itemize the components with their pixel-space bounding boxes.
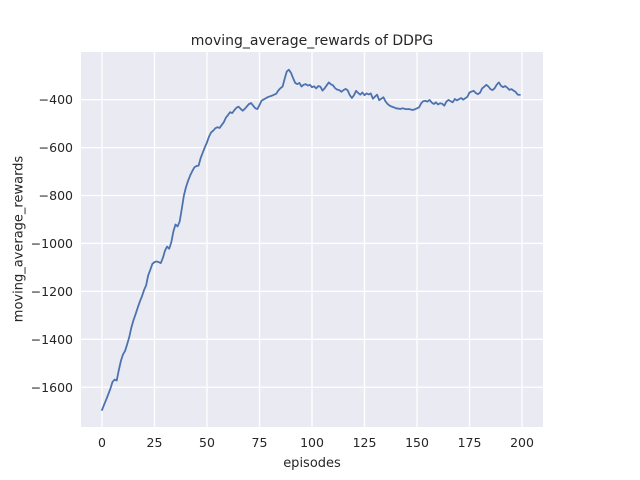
x-tick-label: 200	[510, 435, 534, 450]
x-tick-label: 175	[457, 435, 482, 450]
y-tick-label: −800	[38, 188, 73, 204]
y-tick-label: −1000	[30, 235, 73, 251]
x-tick-label: 125	[352, 435, 377, 450]
x-tick-label: 100	[300, 435, 324, 450]
x-axis-label: episodes	[283, 456, 341, 471]
x-tick-label: 25	[146, 435, 163, 450]
chart-title: moving_average_rewards of DDPG	[190, 33, 434, 49]
y-tick-label: −1200	[30, 283, 73, 299]
y-tick-label: −1400	[30, 331, 73, 347]
y-tick-label: −400	[38, 92, 73, 108]
plot-area	[81, 52, 543, 427]
x-tick-label: 0	[98, 435, 106, 450]
x-tick-label: 150	[405, 435, 429, 450]
plot-svg	[81, 52, 543, 427]
x-tick-label: 50	[199, 435, 215, 450]
reward-line	[101, 68, 521, 411]
y-tick-label: −1600	[30, 379, 73, 395]
y-tick-label: −600	[38, 140, 73, 156]
y-axis-label: moving_average_rewards	[11, 155, 27, 323]
x-tick-label: 75	[251, 435, 268, 450]
